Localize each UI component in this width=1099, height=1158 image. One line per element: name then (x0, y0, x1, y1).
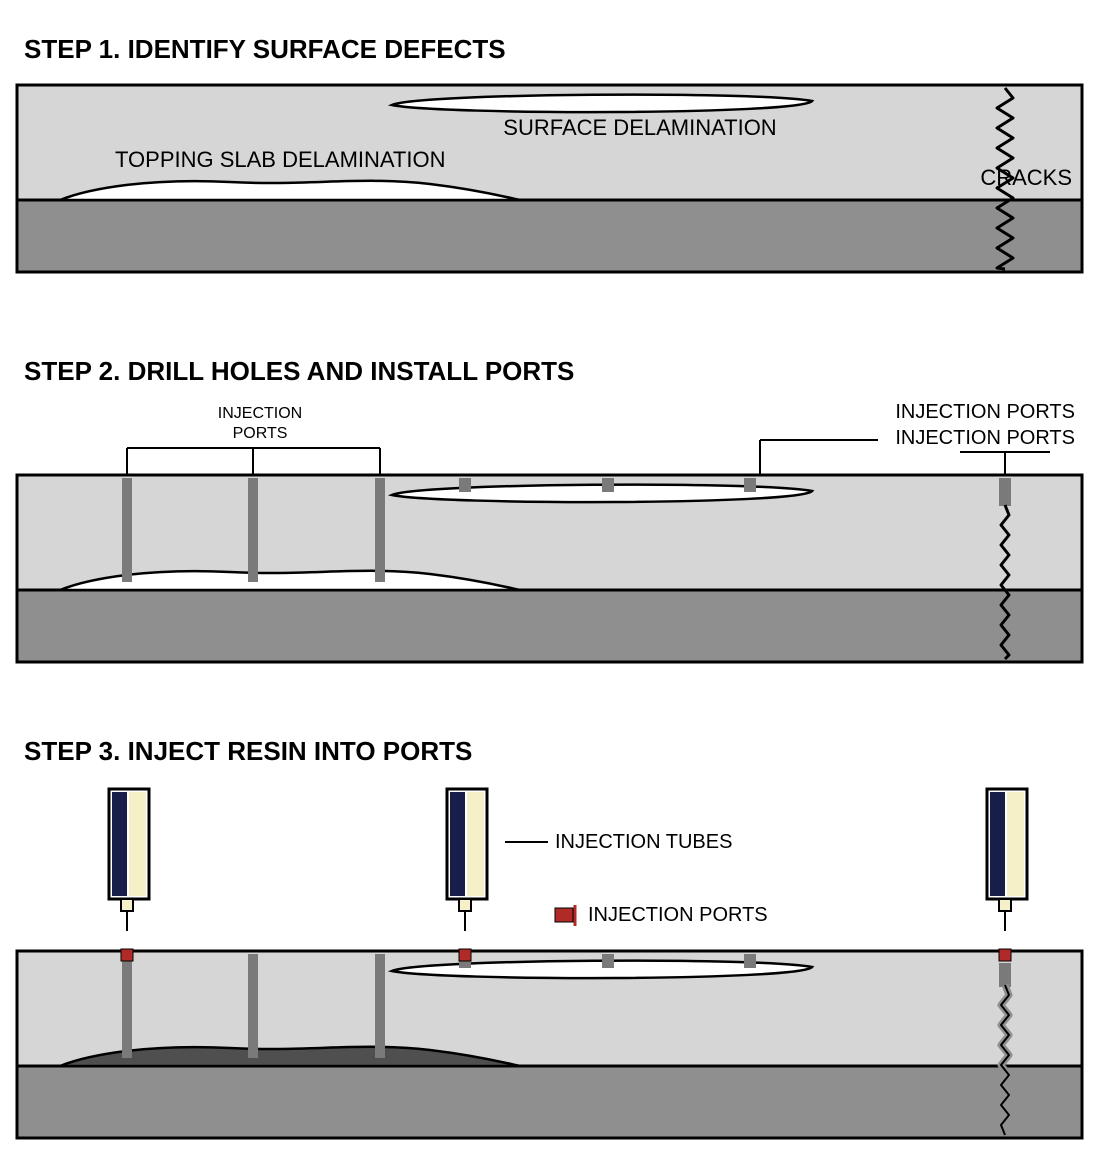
label-tubes: INJECTION TUBES (555, 831, 732, 853)
surface-delamination (392, 95, 812, 112)
injection-port (375, 478, 385, 582)
port-red-icon (999, 949, 1011, 961)
tube-half-cream (129, 792, 146, 896)
label-ports-sm2: PORTS (233, 425, 288, 442)
injection-port (999, 478, 1011, 506)
injection-port (744, 954, 756, 968)
injection-port (459, 478, 471, 492)
tube-nozzle (459, 899, 471, 911)
label-cracks: CRACKS (980, 165, 1072, 190)
label-surface-delam: SURFACE DELAMINATION (503, 115, 776, 140)
tube-nozzle (999, 899, 1011, 911)
tube-half-navy (112, 792, 127, 896)
base-slab (17, 1066, 1082, 1138)
tube-half-navy (450, 792, 465, 896)
tube-half-cream (1007, 792, 1024, 896)
step2-title: STEP 2. DRILL HOLES AND INSTALL PORTS (24, 356, 574, 386)
port-red-icon (121, 949, 133, 961)
injection-port (122, 954, 132, 1058)
label-ports-right2: INJECTION PORTS (895, 427, 1075, 449)
label-ports-sm1: INJECTION (218, 405, 302, 422)
label-topping-delam: TOPPING SLAB DELAMINATION (115, 147, 445, 172)
injection-port (248, 478, 258, 582)
injection-port (999, 963, 1011, 987)
injection-port (602, 954, 614, 968)
injection-port (122, 478, 132, 582)
diagram-root: STEP 1. IDENTIFY SURFACE DEFECTS SURFACE … (0, 0, 1099, 1158)
tube-half-navy (990, 792, 1005, 896)
injection-port (375, 954, 385, 1058)
tube-half-cream (467, 792, 484, 896)
injection-port (248, 954, 258, 1058)
injection-port (744, 478, 756, 492)
label-ports-mid: INJECTION PORTS (588, 904, 768, 926)
port-red-icon (555, 908, 573, 922)
step3-title: STEP 3. INJECT RESIN INTO PORTS (24, 736, 472, 766)
step1-title: STEP 1. IDENTIFY SURFACE DEFECTS (24, 34, 506, 64)
port-red-icon (459, 949, 471, 961)
injection-port (602, 478, 614, 492)
label-ports-right: INJECTION PORTS (895, 401, 1075, 423)
tube-nozzle (121, 899, 133, 911)
base-slab (17, 200, 1082, 272)
base-slab (17, 590, 1082, 662)
